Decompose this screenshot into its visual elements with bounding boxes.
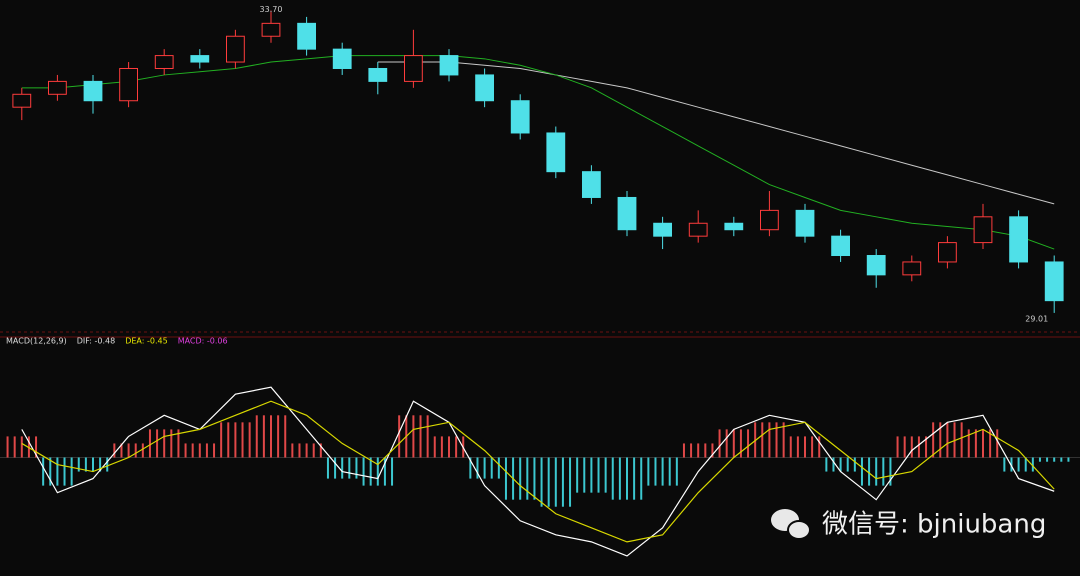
candle-body: [724, 222, 744, 231]
candle-body: [368, 67, 388, 82]
candle-body: [154, 55, 174, 69]
candle-body: [12, 93, 32, 108]
candle-body: [1009, 216, 1029, 263]
candle-body: [332, 48, 352, 69]
candle-body: [617, 196, 637, 231]
candle-body: [831, 235, 851, 257]
legend-label: DEA: -0.45: [125, 337, 167, 346]
legend-label: DIF: -0.48: [77, 337, 115, 346]
candle-body: [546, 132, 566, 173]
candle-body: [119, 67, 138, 102]
candle-body: [653, 222, 673, 237]
candle-body: [297, 22, 317, 50]
candle-body: [938, 242, 957, 263]
candle-body: [404, 55, 423, 82]
candle-body: [261, 22, 281, 37]
candle-body: [902, 261, 922, 276]
candle-body: [760, 209, 779, 231]
candle-body: [83, 80, 103, 102]
legend-label: MACD: -0.06: [178, 337, 228, 346]
candle-body: [1044, 261, 1064, 302]
candle-body: [688, 222, 708, 237]
candle-body: [795, 209, 815, 237]
candle-body: [226, 35, 245, 63]
watermark: 微信号: bjniubang: [771, 509, 1046, 540]
high-price-label: 33.70: [260, 5, 283, 14]
candle-body: [190, 55, 210, 63]
legend-label: MACD(12,26,9): [6, 337, 67, 346]
candle-body: [439, 55, 459, 76]
candle-body: [510, 100, 530, 134]
macd-line: [21, 386, 1055, 557]
candle-body: [48, 80, 67, 95]
candle-body: [475, 74, 495, 102]
candle-body: [973, 216, 993, 244]
moving-average-line: [377, 61, 1055, 205]
candle-body: [582, 171, 601, 198]
moving-average-line: [21, 55, 1055, 250]
macd-line: [21, 400, 1055, 543]
watermark-text: 微信号: bjniubang: [822, 510, 1046, 540]
candle-body: [866, 255, 886, 276]
low-price-label: 29.01: [1025, 314, 1048, 323]
